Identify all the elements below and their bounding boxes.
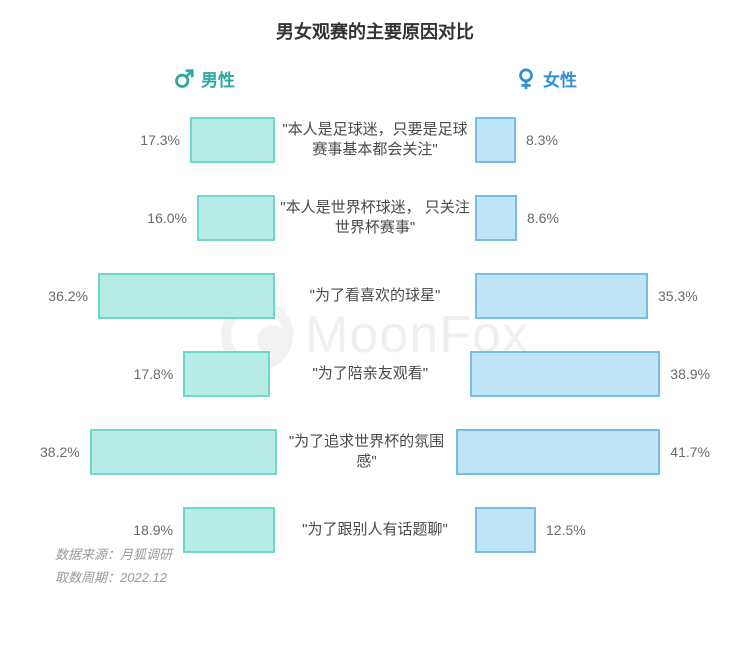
reason-label: "本人是世界杯球迷， 只关注世界杯赛事" (275, 198, 475, 239)
female-icon (515, 68, 537, 90)
female-side: 38.9% (470, 351, 710, 397)
footer-source: 数据来源：月狐调研 (55, 543, 750, 566)
male-bar (197, 195, 275, 241)
reason-label: "为了陪亲友观看" (270, 364, 470, 384)
chart-row: 17.8% "为了陪亲友观看" 38.9% (0, 335, 750, 413)
male-bar-wrap (90, 429, 277, 475)
female-value: 8.3% (526, 132, 558, 148)
female-bar (456, 429, 660, 475)
chart-row: 17.3% "本人是足球迷，只要是足球赛事基本都会关注" 8.3% (0, 101, 750, 179)
female-bar-wrap (475, 117, 516, 163)
male-bar-wrap (190, 117, 275, 163)
female-bar (475, 117, 516, 163)
female-side: 35.3% (475, 273, 710, 319)
male-value: 36.2% (48, 288, 88, 304)
female-bar-wrap (475, 195, 517, 241)
male-bar (98, 273, 275, 319)
male-value: 38.2% (40, 444, 80, 460)
female-value: 8.6% (527, 210, 559, 226)
female-value: 35.3% (658, 288, 698, 304)
reason-label: "为了追求世界杯的氛围感" (277, 432, 457, 473)
reason-label: "本人是足球迷，只要是足球赛事基本都会关注" (275, 120, 475, 161)
chart-row: 36.2% "为了看喜欢的球星" 35.3% (0, 257, 750, 335)
female-bar (470, 351, 660, 397)
male-bar-wrap (197, 195, 275, 241)
female-value: 41.7% (670, 444, 710, 460)
male-bar-wrap (183, 351, 270, 397)
female-side: 8.3% (475, 117, 710, 163)
female-bar (475, 273, 648, 319)
female-value: 12.5% (546, 522, 586, 538)
female-side: 8.6% (475, 195, 710, 241)
male-header: 男性 (60, 66, 275, 91)
male-bar (90, 429, 277, 475)
chart-title: 男女观赛的主要原因对比 (0, 0, 750, 44)
reason-label: "为了看喜欢的球星" (275, 286, 475, 306)
male-side: 36.2% (40, 273, 275, 319)
male-value: 16.0% (147, 210, 187, 226)
footer-period: 取数周期：2022.12 (55, 566, 750, 589)
male-value: 17.8% (134, 366, 174, 382)
female-value: 38.9% (670, 366, 710, 382)
male-bar-wrap (98, 273, 275, 319)
male-icon (173, 68, 195, 90)
female-label: 女性 (543, 66, 577, 91)
male-bar (183, 351, 270, 397)
male-value: 18.9% (133, 522, 173, 538)
chart-row: 16.0% "本人是世界杯球迷， 只关注世界杯赛事" 8.6% (0, 179, 750, 257)
male-side: 17.8% (40, 351, 270, 397)
female-header: 女性 (475, 66, 690, 91)
gender-header: 男性 女性 (0, 66, 750, 91)
female-bar-wrap (470, 351, 660, 397)
male-label: 男性 (201, 66, 235, 91)
male-side: 38.2% (40, 429, 277, 475)
chart-rows: 17.3% "本人是足球迷，只要是足球赛事基本都会关注" 8.3% 16.0% "本人是… (0, 101, 750, 569)
female-bar (475, 195, 517, 241)
male-bar (190, 117, 275, 163)
male-side: 16.0% (40, 195, 275, 241)
male-side: 17.3% (40, 117, 275, 163)
female-bar-wrap (456, 429, 660, 475)
chart-row: 38.2% "为了追求世界杯的氛围感" 41.7% (0, 413, 750, 491)
reason-label: "为了跟别人有话题聊" (275, 520, 475, 540)
male-value: 17.3% (140, 132, 180, 148)
female-side: 41.7% (456, 429, 710, 475)
female-bar-wrap (475, 273, 648, 319)
chart-footer: 数据来源：月狐调研 取数周期：2022.12 (55, 543, 750, 590)
